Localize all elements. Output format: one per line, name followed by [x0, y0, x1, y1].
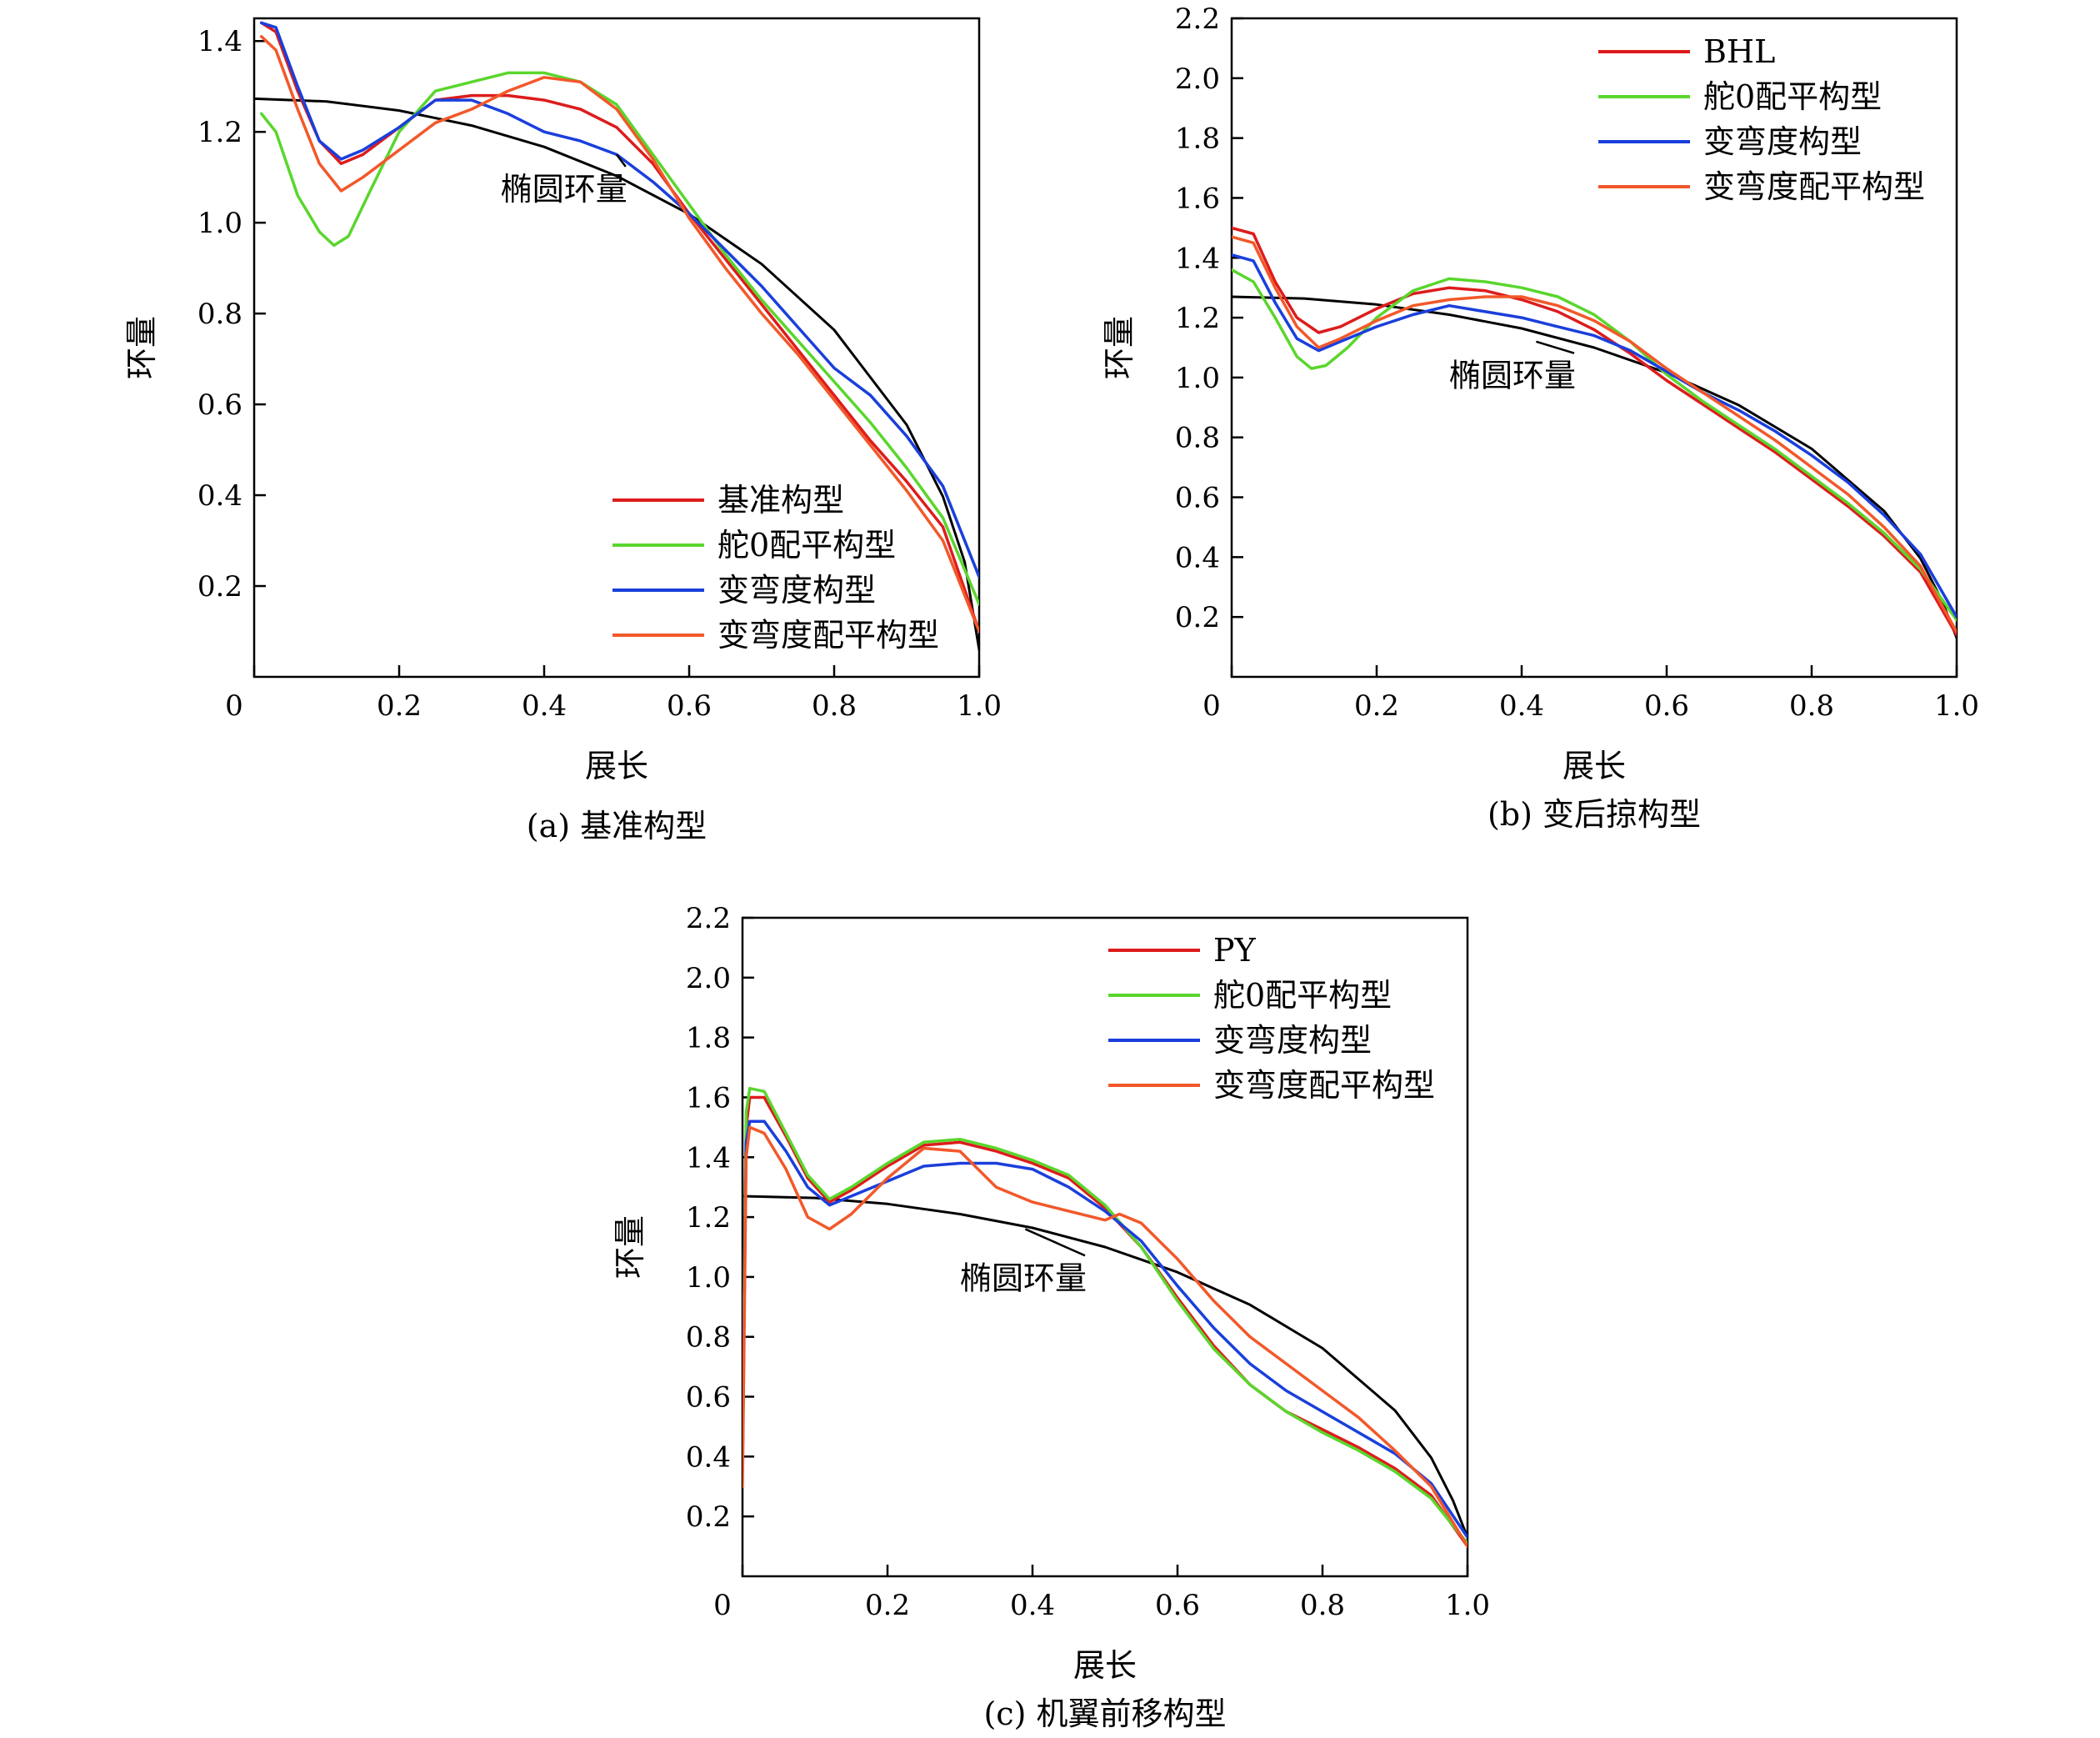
series-line-3 — [259, 21, 979, 578]
legend-entry-label: 舵0配平构型 — [1213, 977, 1392, 1014]
y-tick-label: 0.8 — [198, 298, 242, 331]
x-tick-label: 0.8 — [812, 689, 857, 723]
y-tick-label: 1.0 — [198, 207, 242, 240]
chart-caption: (c) 机翼前移构型 — [983, 1695, 1226, 1732]
x-tick-label: 0.4 — [1010, 1589, 1055, 1622]
y-tick-label: 0.4 — [686, 1440, 731, 1474]
y-tick-label: 0.4 — [1175, 541, 1220, 574]
y-tick-label: 1.6 — [686, 1081, 731, 1114]
plot-frame — [252, 17, 981, 679]
y-tick-label: 0.6 — [686, 1381, 731, 1415]
x-tick-label: 0.6 — [1155, 1589, 1200, 1622]
annotation-leader-line — [1536, 340, 1575, 354]
series-line-3 — [742, 1119, 1468, 1540]
legend-entry-label: 舵0配平构型 — [1703, 78, 1882, 115]
x-axis-label: 展长 — [1562, 748, 1626, 784]
y-tick-label: 2.0 — [1175, 63, 1220, 96]
x-axis-label: 展长 — [1073, 1647, 1137, 1684]
y-tick-label: 0.8 — [1175, 422, 1220, 455]
chart-b: 0 0.2 0.4 0.6 0.8 1.0 0.2 0.4 0.6 0.8 1.0 1.2 1.4 1.6… — [1101, 3, 1979, 833]
y-tick-label: 0.6 — [1175, 482, 1220, 515]
annotation-label: 椭圆环量 — [1449, 358, 1576, 394]
annotation-label: 椭圆环量 — [960, 1260, 1087, 1296]
y-tick-label: 1.2 — [1175, 302, 1220, 335]
series-line-2 — [742, 1086, 1468, 1545]
x-tick-label: 1.0 — [1445, 1589, 1490, 1622]
x-axis-label: 展长 — [585, 748, 648, 784]
ellipse-circulation-line — [1232, 295, 1957, 639]
legend-entry-label: 变弯度构型 — [718, 572, 876, 609]
x-tick-label: 0.8 — [1789, 689, 1834, 723]
chart-caption: (a) 基准构型 — [527, 808, 707, 844]
plot-frame — [741, 916, 1469, 1578]
y-tick-label: 1.4 — [1175, 242, 1220, 275]
legend-entry-label: 舵0配平构型 — [718, 527, 896, 563]
legend-entry-label: 变弯度构型 — [1703, 123, 1862, 160]
y-tick-label: 2.2 — [1175, 3, 1220, 36]
legend-entry-label: 变弯度配平构型 — [1213, 1067, 1435, 1104]
x-tick-label: 0.2 — [377, 689, 422, 723]
series-line-3 — [1232, 253, 1957, 619]
y-tick-label: 0.4 — [198, 479, 242, 513]
y-axis-label: 环量 — [612, 1215, 648, 1279]
y-tick-label: 1.0 — [686, 1261, 731, 1295]
annotation-leader-line — [1024, 1228, 1086, 1257]
x-tick-label: 0 — [713, 1589, 732, 1622]
y-tick-label: 0.8 — [686, 1321, 731, 1355]
y-tick-label: 0.2 — [198, 570, 242, 604]
y-tick-label: 1.8 — [686, 1022, 731, 1055]
y-tick-label: 1.2 — [198, 116, 242, 149]
legend-entry-label: 变弯度配平构型 — [718, 617, 939, 654]
series-line-1 — [742, 1095, 1468, 1548]
y-tick-label: 1.6 — [1175, 182, 1220, 215]
y-tick-label: 1.4 — [198, 25, 242, 58]
x-tick-label: 0.2 — [1354, 689, 1399, 723]
legend-entry-label: 变弯度构型 — [1213, 1022, 1372, 1059]
chart-caption: (b) 变后掠构型 — [1488, 796, 1701, 833]
y-axis-label: 环量 — [123, 316, 160, 379]
x-tick-label: 0.6 — [1644, 689, 1689, 723]
y-tick-label: 1.0 — [1175, 362, 1220, 395]
y-tick-label: 1.8 — [1175, 123, 1220, 156]
series-line-4 — [1232, 235, 1957, 634]
y-axis-label: 环量 — [1101, 316, 1138, 379]
legend-entry-label: BHL — [1703, 33, 1775, 70]
chart-a: 0 0.2 0.4 0.6 0.8 1.0 0.2 0.4 0.6 0.8 1.0 1.2 1.4 展长 环… — [123, 17, 1002, 844]
legend-entry-label: PY — [1213, 932, 1257, 969]
y-tick-label: 0.2 — [1175, 601, 1220, 634]
series-line-2 — [259, 71, 979, 606]
ellipse-circulation-line — [742, 1195, 1468, 1539]
x-tick-label: 0.8 — [1300, 1589, 1345, 1622]
plot-frame — [1230, 17, 1958, 679]
x-tick-label: 0.4 — [1499, 689, 1544, 723]
y-tick-label: 0.6 — [198, 388, 242, 422]
x-tick-label: 0 — [1202, 689, 1221, 723]
x-tick-label: 1.0 — [957, 689, 1002, 723]
series-line-2 — [1232, 268, 1957, 622]
x-tick-label: 0.4 — [522, 689, 567, 723]
annotation-leader-line — [615, 153, 627, 168]
y-tick-label: 2.0 — [686, 962, 731, 995]
x-tick-label: 0 — [225, 689, 243, 723]
series-line-1 — [259, 21, 979, 634]
series-line-1 — [1232, 226, 1957, 637]
chart-c: 0 0.2 0.4 0.6 0.8 1.0 0.2 0.4 0.6 0.8 1.0 1.2 1.4 1.6… — [612, 902, 1490, 1732]
y-tick-label: 2.2 — [686, 902, 731, 935]
y-tick-label: 0.2 — [686, 1500, 731, 1534]
y-tick-label: 1.4 — [686, 1141, 731, 1175]
legend-entry-label: 基准构型 — [718, 482, 844, 518]
y-tick-label: 1.2 — [686, 1201, 731, 1235]
annotation-label: 椭圆环量 — [501, 171, 628, 208]
x-tick-label: 0.2 — [865, 1589, 910, 1622]
series-line-4 — [259, 35, 979, 634]
legend-entry-label: 变弯度配平构型 — [1703, 168, 1925, 205]
x-tick-label: 1.0 — [1934, 689, 1979, 723]
x-tick-label: 0.6 — [667, 689, 712, 723]
series-line-4 — [742, 1125, 1468, 1548]
